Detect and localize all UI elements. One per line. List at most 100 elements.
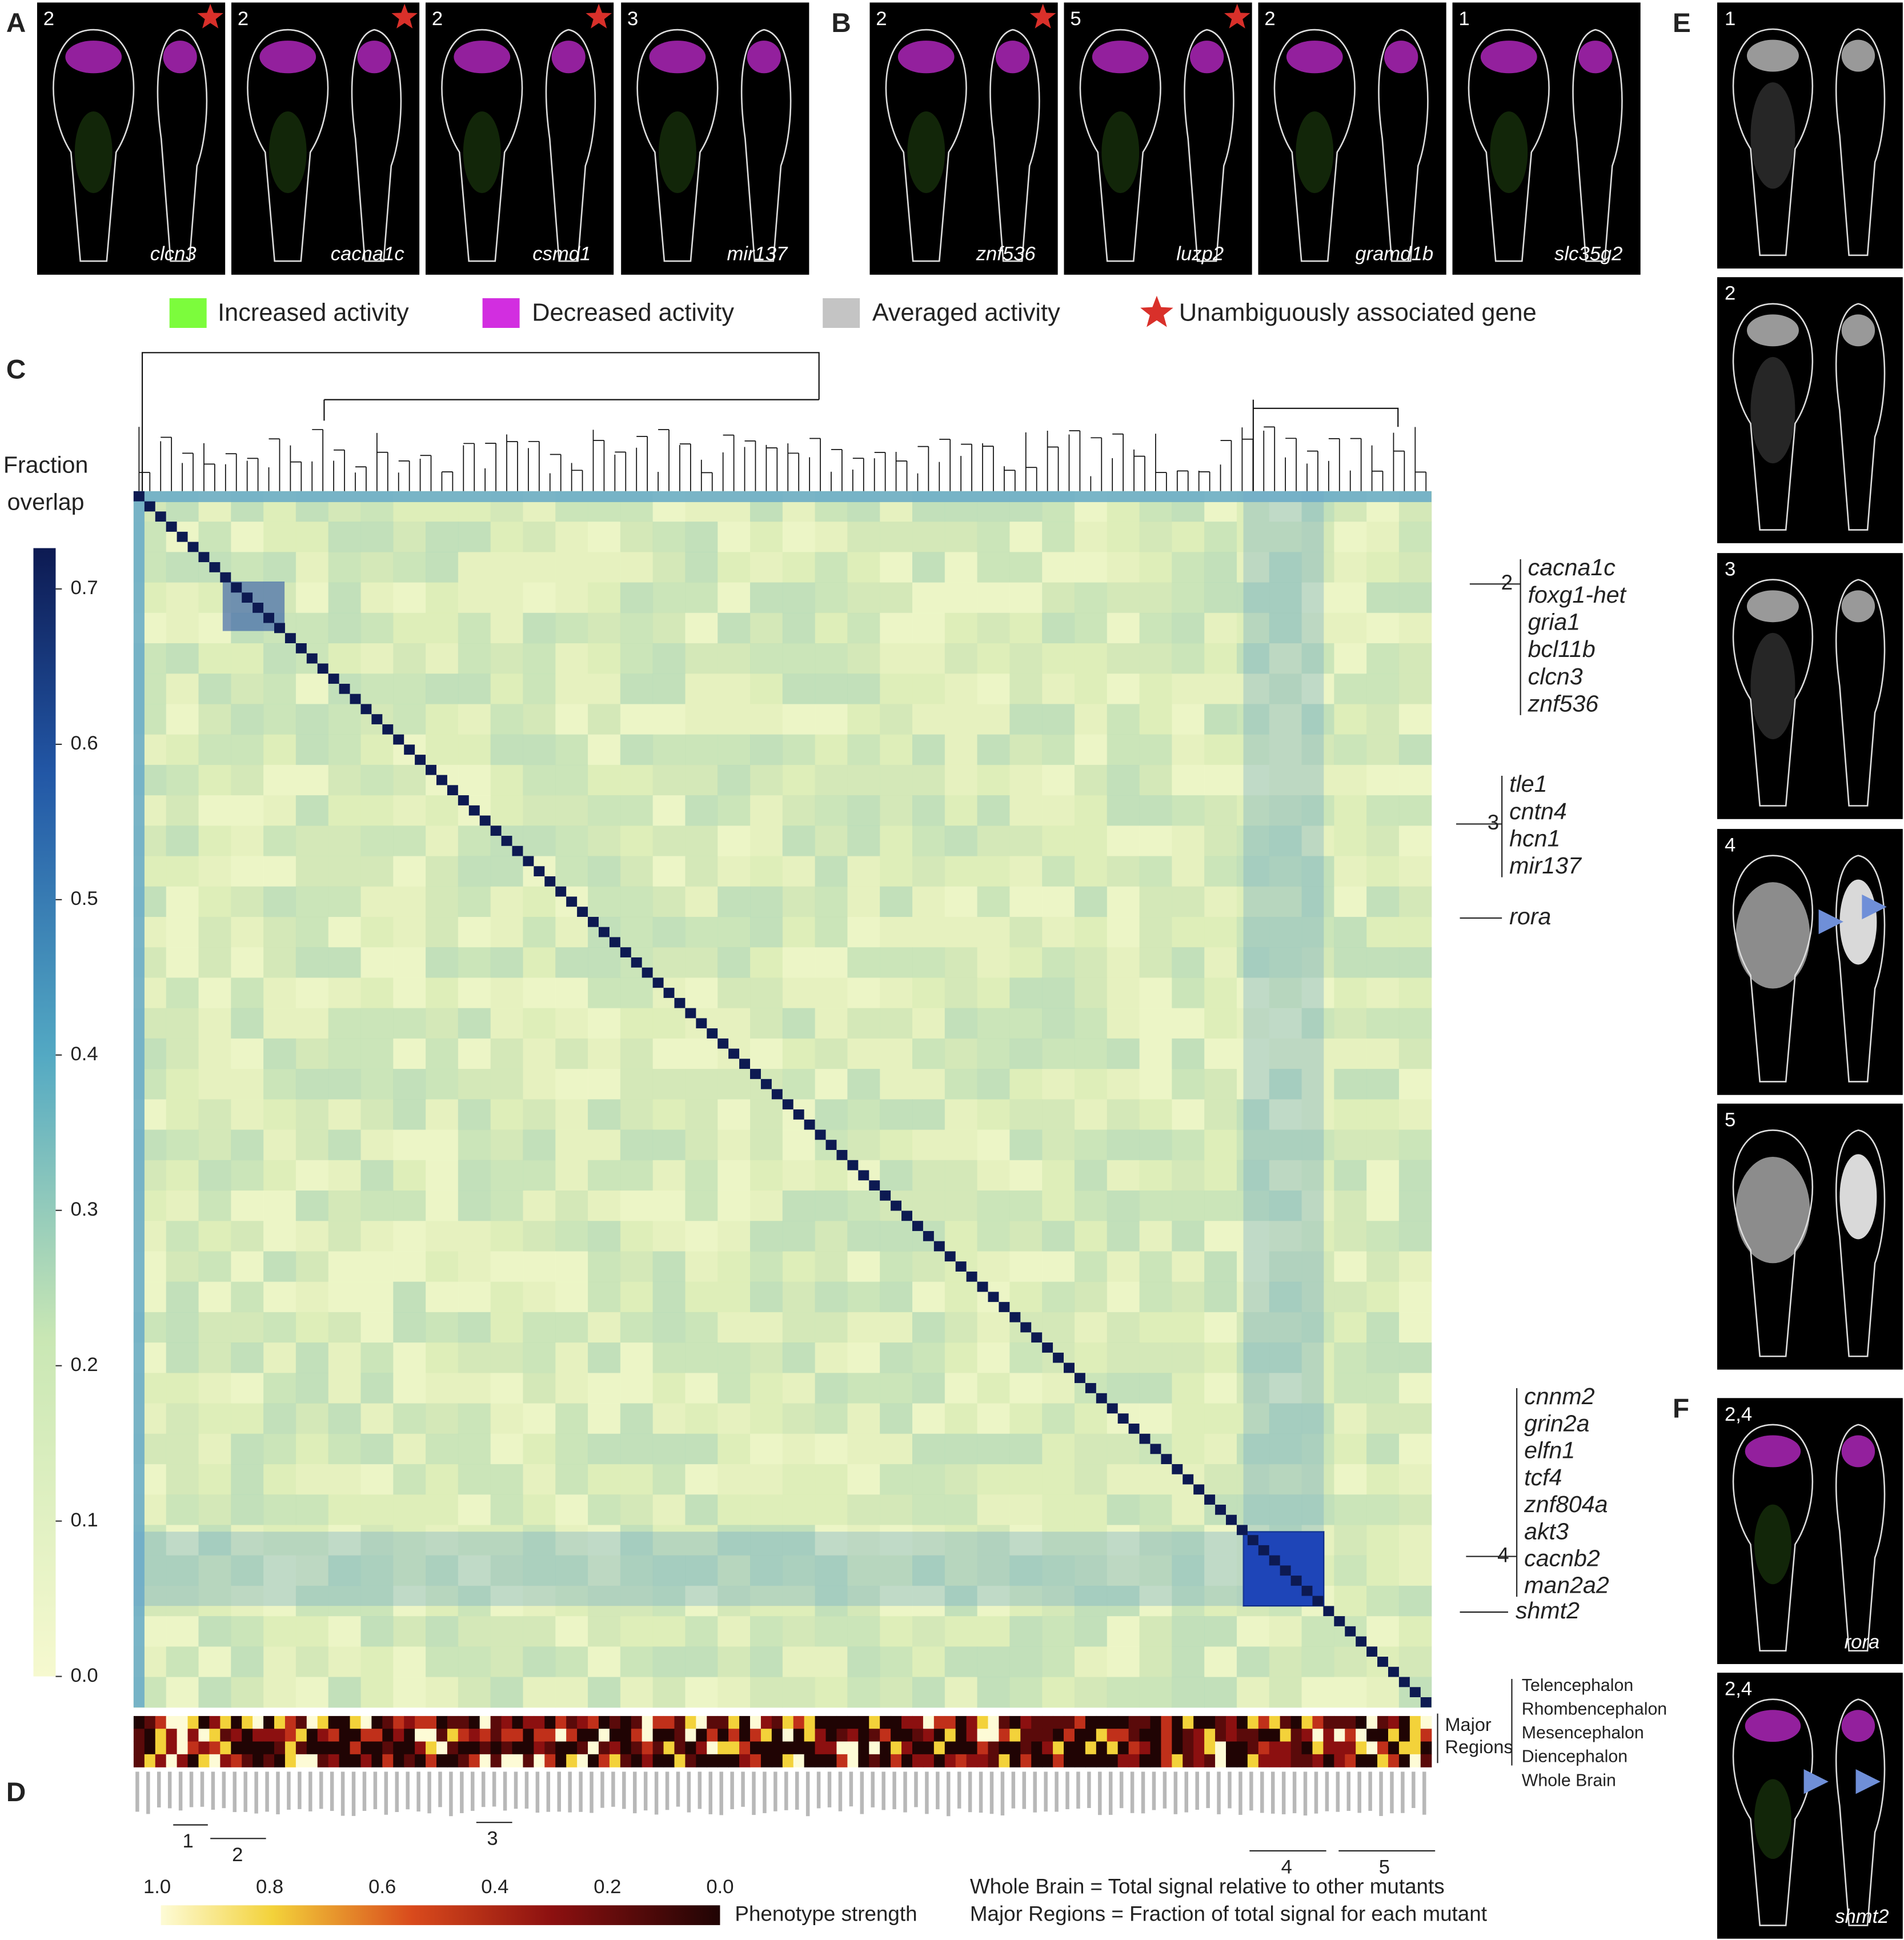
cluster-gene: foxg1-het bbox=[1528, 582, 1627, 608]
region-cell bbox=[1356, 1729, 1367, 1742]
heatmap-texture bbox=[880, 1585, 913, 1617]
heatmap-texture bbox=[555, 916, 588, 948]
heatmap-texture bbox=[328, 1251, 362, 1282]
heatmap-texture bbox=[1398, 1433, 1432, 1465]
region-cell bbox=[263, 1715, 275, 1729]
region-cell bbox=[306, 1729, 318, 1742]
heatmap-texture bbox=[1042, 1190, 1075, 1221]
heatmap-texture bbox=[426, 1616, 459, 1647]
heatmap-texture bbox=[652, 674, 686, 705]
cluster-gene: man2a2 bbox=[1524, 1572, 1609, 1598]
region-cell bbox=[782, 1729, 794, 1742]
region-cell bbox=[944, 1741, 956, 1755]
heatmap-diagonal bbox=[198, 552, 210, 563]
heatmap-texture bbox=[393, 552, 426, 583]
activity-blob bbox=[1578, 41, 1613, 74]
region-cell bbox=[771, 1754, 783, 1767]
heatmap-texture bbox=[393, 1251, 426, 1282]
heatmap-texture bbox=[1204, 1525, 1237, 1556]
region-cell bbox=[815, 1715, 827, 1729]
heatmap-diagonal bbox=[447, 785, 458, 796]
region-cell bbox=[1334, 1754, 1345, 1767]
heatmap-diagonal bbox=[1139, 1433, 1151, 1444]
heatmap-texture bbox=[944, 1342, 978, 1373]
heatmap-diagonal bbox=[284, 633, 296, 643]
gene-name: csmd1 bbox=[532, 243, 591, 264]
heatmap-texture bbox=[685, 1616, 718, 1647]
heatmap-texture bbox=[652, 1585, 686, 1617]
activity-blob bbox=[1841, 39, 1875, 72]
heatmap-texture bbox=[360, 1160, 394, 1191]
region-cell bbox=[1247, 1741, 1259, 1755]
heatmap-texture bbox=[523, 704, 556, 735]
region-cell bbox=[642, 1741, 654, 1755]
heatmap-texture bbox=[717, 582, 751, 614]
heatmap-texture bbox=[782, 643, 816, 674]
heatmap-texture bbox=[880, 825, 913, 857]
heatmap-texture bbox=[360, 1190, 394, 1221]
heatmap-texture bbox=[458, 582, 491, 614]
heatmap-texture bbox=[717, 856, 751, 887]
image-count: 2 bbox=[1264, 8, 1275, 30]
heatmap-texture bbox=[523, 1585, 556, 1617]
heatmap-texture bbox=[1204, 1129, 1237, 1161]
region-cell bbox=[1420, 1715, 1432, 1729]
heatmap-texture bbox=[490, 643, 524, 674]
region-cell bbox=[566, 1715, 578, 1729]
heatmap-texture bbox=[685, 1646, 718, 1678]
region-cell bbox=[1020, 1729, 1032, 1742]
region-cell bbox=[1096, 1729, 1108, 1742]
heatmap-texture bbox=[620, 1677, 654, 1708]
heatmap-diagonal bbox=[371, 714, 383, 724]
heatmap-texture bbox=[393, 977, 426, 1009]
mutant-label-stub bbox=[298, 1771, 302, 1809]
region-cell bbox=[1204, 1729, 1216, 1742]
heatmap-texture bbox=[1334, 734, 1367, 765]
heatmap-texture bbox=[1269, 1221, 1302, 1252]
heatmap-texture bbox=[490, 1646, 524, 1678]
heatmap-texture bbox=[1074, 1099, 1108, 1131]
heatmap-texture bbox=[393, 1008, 426, 1039]
heatmap-texture bbox=[490, 1433, 524, 1465]
heatmap-texture bbox=[750, 1403, 783, 1434]
mutant-label-stub bbox=[1357, 1771, 1361, 1813]
mutant-label-stub bbox=[557, 1771, 561, 1812]
heatmap-texture bbox=[1236, 977, 1270, 1009]
region-cell bbox=[220, 1729, 231, 1742]
region-cell bbox=[1172, 1715, 1183, 1729]
heatmap-texture bbox=[1398, 1616, 1432, 1647]
heatmap-texture bbox=[1366, 582, 1400, 614]
brain-outline bbox=[1079, 29, 1161, 262]
heatmap-texture bbox=[1204, 886, 1237, 917]
heatmap-texture bbox=[685, 886, 718, 917]
legend-text: Averaged activity bbox=[872, 299, 1060, 327]
activity-blob bbox=[65, 41, 122, 74]
region-cell bbox=[1247, 1729, 1259, 1742]
panel-label: A bbox=[6, 8, 26, 38]
heatmap-texture bbox=[295, 795, 329, 826]
heatmap-texture bbox=[977, 612, 1011, 644]
heatmap-texture bbox=[1139, 522, 1172, 552]
heatmap-texture bbox=[426, 612, 459, 644]
heatmap-diagonal bbox=[782, 1099, 793, 1110]
region-cell bbox=[977, 1729, 989, 1742]
heatmap-texture bbox=[1301, 643, 1334, 674]
heatmap-texture bbox=[912, 1555, 945, 1586]
heatmap-texture bbox=[1366, 1616, 1400, 1647]
heatmap-texture bbox=[458, 1525, 491, 1556]
heatmap-texture bbox=[620, 1312, 654, 1343]
heatmap-texture bbox=[1236, 856, 1270, 887]
brain-outline bbox=[1732, 1424, 1813, 1652]
mutant-label-stub bbox=[1173, 1771, 1178, 1814]
gene-name: mir137 bbox=[727, 243, 788, 264]
heatmap-texture bbox=[231, 1464, 264, 1495]
heatmap-texture bbox=[1107, 1555, 1140, 1586]
region-cell bbox=[242, 1741, 253, 1755]
heatmap-block bbox=[1242, 1531, 1325, 1607]
heatmap-texture bbox=[1009, 612, 1043, 644]
heatmap-texture bbox=[166, 734, 199, 765]
heatmap-texture bbox=[977, 1038, 1011, 1069]
heatmap-texture bbox=[1107, 947, 1140, 979]
heatmap-texture bbox=[944, 947, 978, 979]
heatmap-texture bbox=[847, 1433, 880, 1465]
